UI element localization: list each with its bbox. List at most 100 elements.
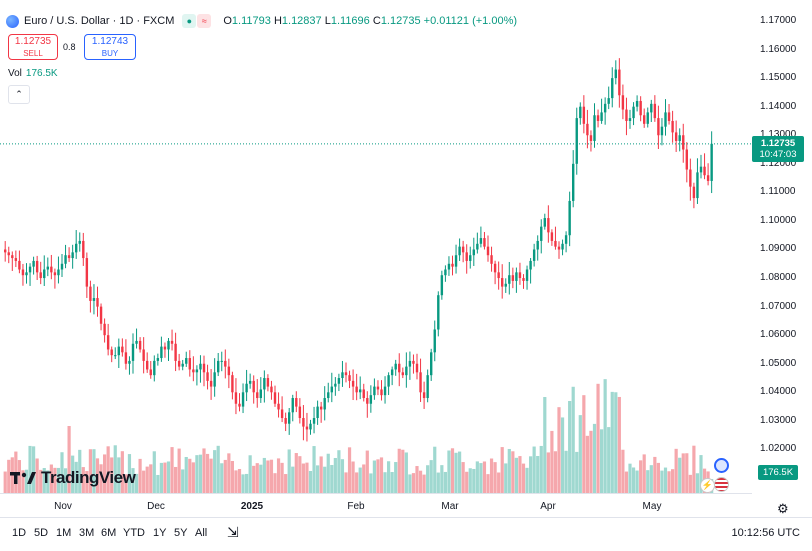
range-button-5d[interactable]: 5D	[34, 527, 49, 539]
volume-bar	[635, 470, 639, 493]
range-button-5y[interactable]: 5Y	[174, 527, 188, 539]
volume-bar	[699, 455, 703, 493]
candle-body	[337, 378, 341, 384]
candle-body	[110, 349, 113, 356]
candle-body	[252, 380, 255, 393]
candle-body	[121, 346, 124, 353]
candle-body	[305, 426, 309, 430]
candle-body	[408, 360, 412, 367]
range-button-1m[interactable]: 1M	[56, 527, 72, 539]
candle-body	[543, 218, 546, 227]
candle-body	[540, 226, 543, 241]
time-tick: Dec	[147, 501, 165, 512]
range-button-1y[interactable]: 1Y	[153, 527, 167, 539]
candle-body	[639, 100, 642, 116]
candle-body	[689, 169, 692, 187]
lightning-icon[interactable]: ⚡	[700, 478, 715, 493]
candle-body	[288, 412, 291, 424]
candle-body	[220, 360, 223, 362]
volume-bar	[429, 460, 433, 493]
candle-body	[18, 260, 21, 270]
buy-button[interactable]: 1.12743 BUY	[84, 34, 136, 60]
candle-body	[508, 275, 511, 284]
candle-body	[696, 172, 699, 199]
volume-bar	[649, 465, 653, 493]
globe-icon[interactable]	[714, 458, 729, 473]
candle-body	[224, 360, 227, 367]
volume-bar	[656, 462, 660, 493]
volume-bar	[426, 465, 430, 493]
range-button-all[interactable]: All	[195, 527, 208, 539]
data-problem-icon[interactable]: ≈	[197, 14, 212, 28]
utc-clock[interactable]: 10:12:56 UTC	[731, 527, 800, 539]
candle-body	[106, 335, 110, 350]
candle-body	[525, 269, 529, 281]
volume-bar	[411, 473, 416, 493]
range-button-3m[interactable]: 3M	[79, 527, 95, 539]
candle-body	[117, 346, 120, 356]
candle-body	[692, 186, 696, 199]
sell-button[interactable]: 1.12735 SELL	[8, 34, 58, 60]
volume-bar	[415, 466, 419, 493]
range-button-6m[interactable]: 6M	[101, 527, 117, 539]
chevron-up-icon[interactable]: ⌃	[8, 85, 30, 104]
volume-bar	[230, 460, 234, 493]
range-button-1d[interactable]: 1D	[12, 527, 27, 539]
candle-body	[4, 249, 7, 253]
volume-bar	[358, 467, 362, 493]
settings-gear-icon[interactable]: ⚙	[777, 501, 789, 516]
candle-body	[653, 103, 657, 119]
candle-body	[593, 115, 596, 141]
volume-bars	[3, 379, 714, 493]
volume-bar	[372, 460, 376, 493]
volume-bar	[32, 446, 36, 493]
volume-bar	[319, 456, 323, 493]
volume-bar	[103, 454, 107, 493]
candle-body	[415, 363, 419, 373]
volume-bar	[454, 452, 458, 493]
candle-body	[273, 392, 277, 404]
price-tick: 1.09000	[760, 243, 797, 255]
volume-bar	[149, 464, 153, 493]
candle-body	[596, 115, 600, 121]
volume-bar	[259, 464, 263, 493]
volume-bar	[28, 445, 32, 493]
price-tick: 1.07000	[760, 300, 797, 312]
chart-area[interactable]	[0, 0, 752, 493]
volume-bar	[195, 455, 199, 493]
time-axis[interactable]: Nov Dec 2025 Feb Mar Apr May	[0, 493, 752, 518]
candle-body	[422, 392, 426, 399]
tradingview-logo[interactable]: TradingView	[10, 468, 136, 488]
candle-body	[547, 218, 550, 233]
market-open-icon[interactable]: ●	[182, 14, 197, 28]
candle-body	[373, 386, 376, 396]
candle-body	[14, 258, 18, 261]
candle-body	[316, 406, 319, 419]
candle-body	[664, 112, 667, 127]
volume-bar	[191, 462, 195, 493]
candle-body	[706, 175, 710, 181]
price-chart[interactable]	[0, 0, 752, 493]
time-tick: May	[642, 501, 662, 512]
volume-bar	[298, 456, 302, 493]
candle-body	[163, 346, 167, 350]
candle-body	[319, 406, 323, 410]
volume-bar	[184, 456, 188, 493]
range-button-ytd[interactable]: YTD	[123, 527, 145, 539]
candle-body	[557, 246, 561, 250]
volume-bar	[489, 458, 494, 493]
candle-body	[483, 238, 486, 247]
volume-label: Vol	[8, 68, 22, 79]
candle-body	[387, 375, 390, 387]
calendar-goto-icon[interactable]: ⇲	[227, 524, 239, 540]
symbol-title[interactable]: Euro / U.S. Dollar · 1D · FXCM	[24, 15, 175, 27]
volume-bar	[117, 457, 121, 493]
volume-bar	[340, 459, 345, 493]
volume-bar	[127, 454, 132, 493]
candle-body	[437, 295, 440, 330]
volume-bar	[85, 471, 89, 493]
price-axis[interactable]: 1.17000 1.16000 1.15000 1.14000 1.13000 1.120…	[752, 0, 812, 493]
volume-bar	[170, 447, 174, 493]
price-tick: 1.14000	[760, 100, 797, 112]
us-flag-icon[interactable]	[714, 477, 729, 492]
